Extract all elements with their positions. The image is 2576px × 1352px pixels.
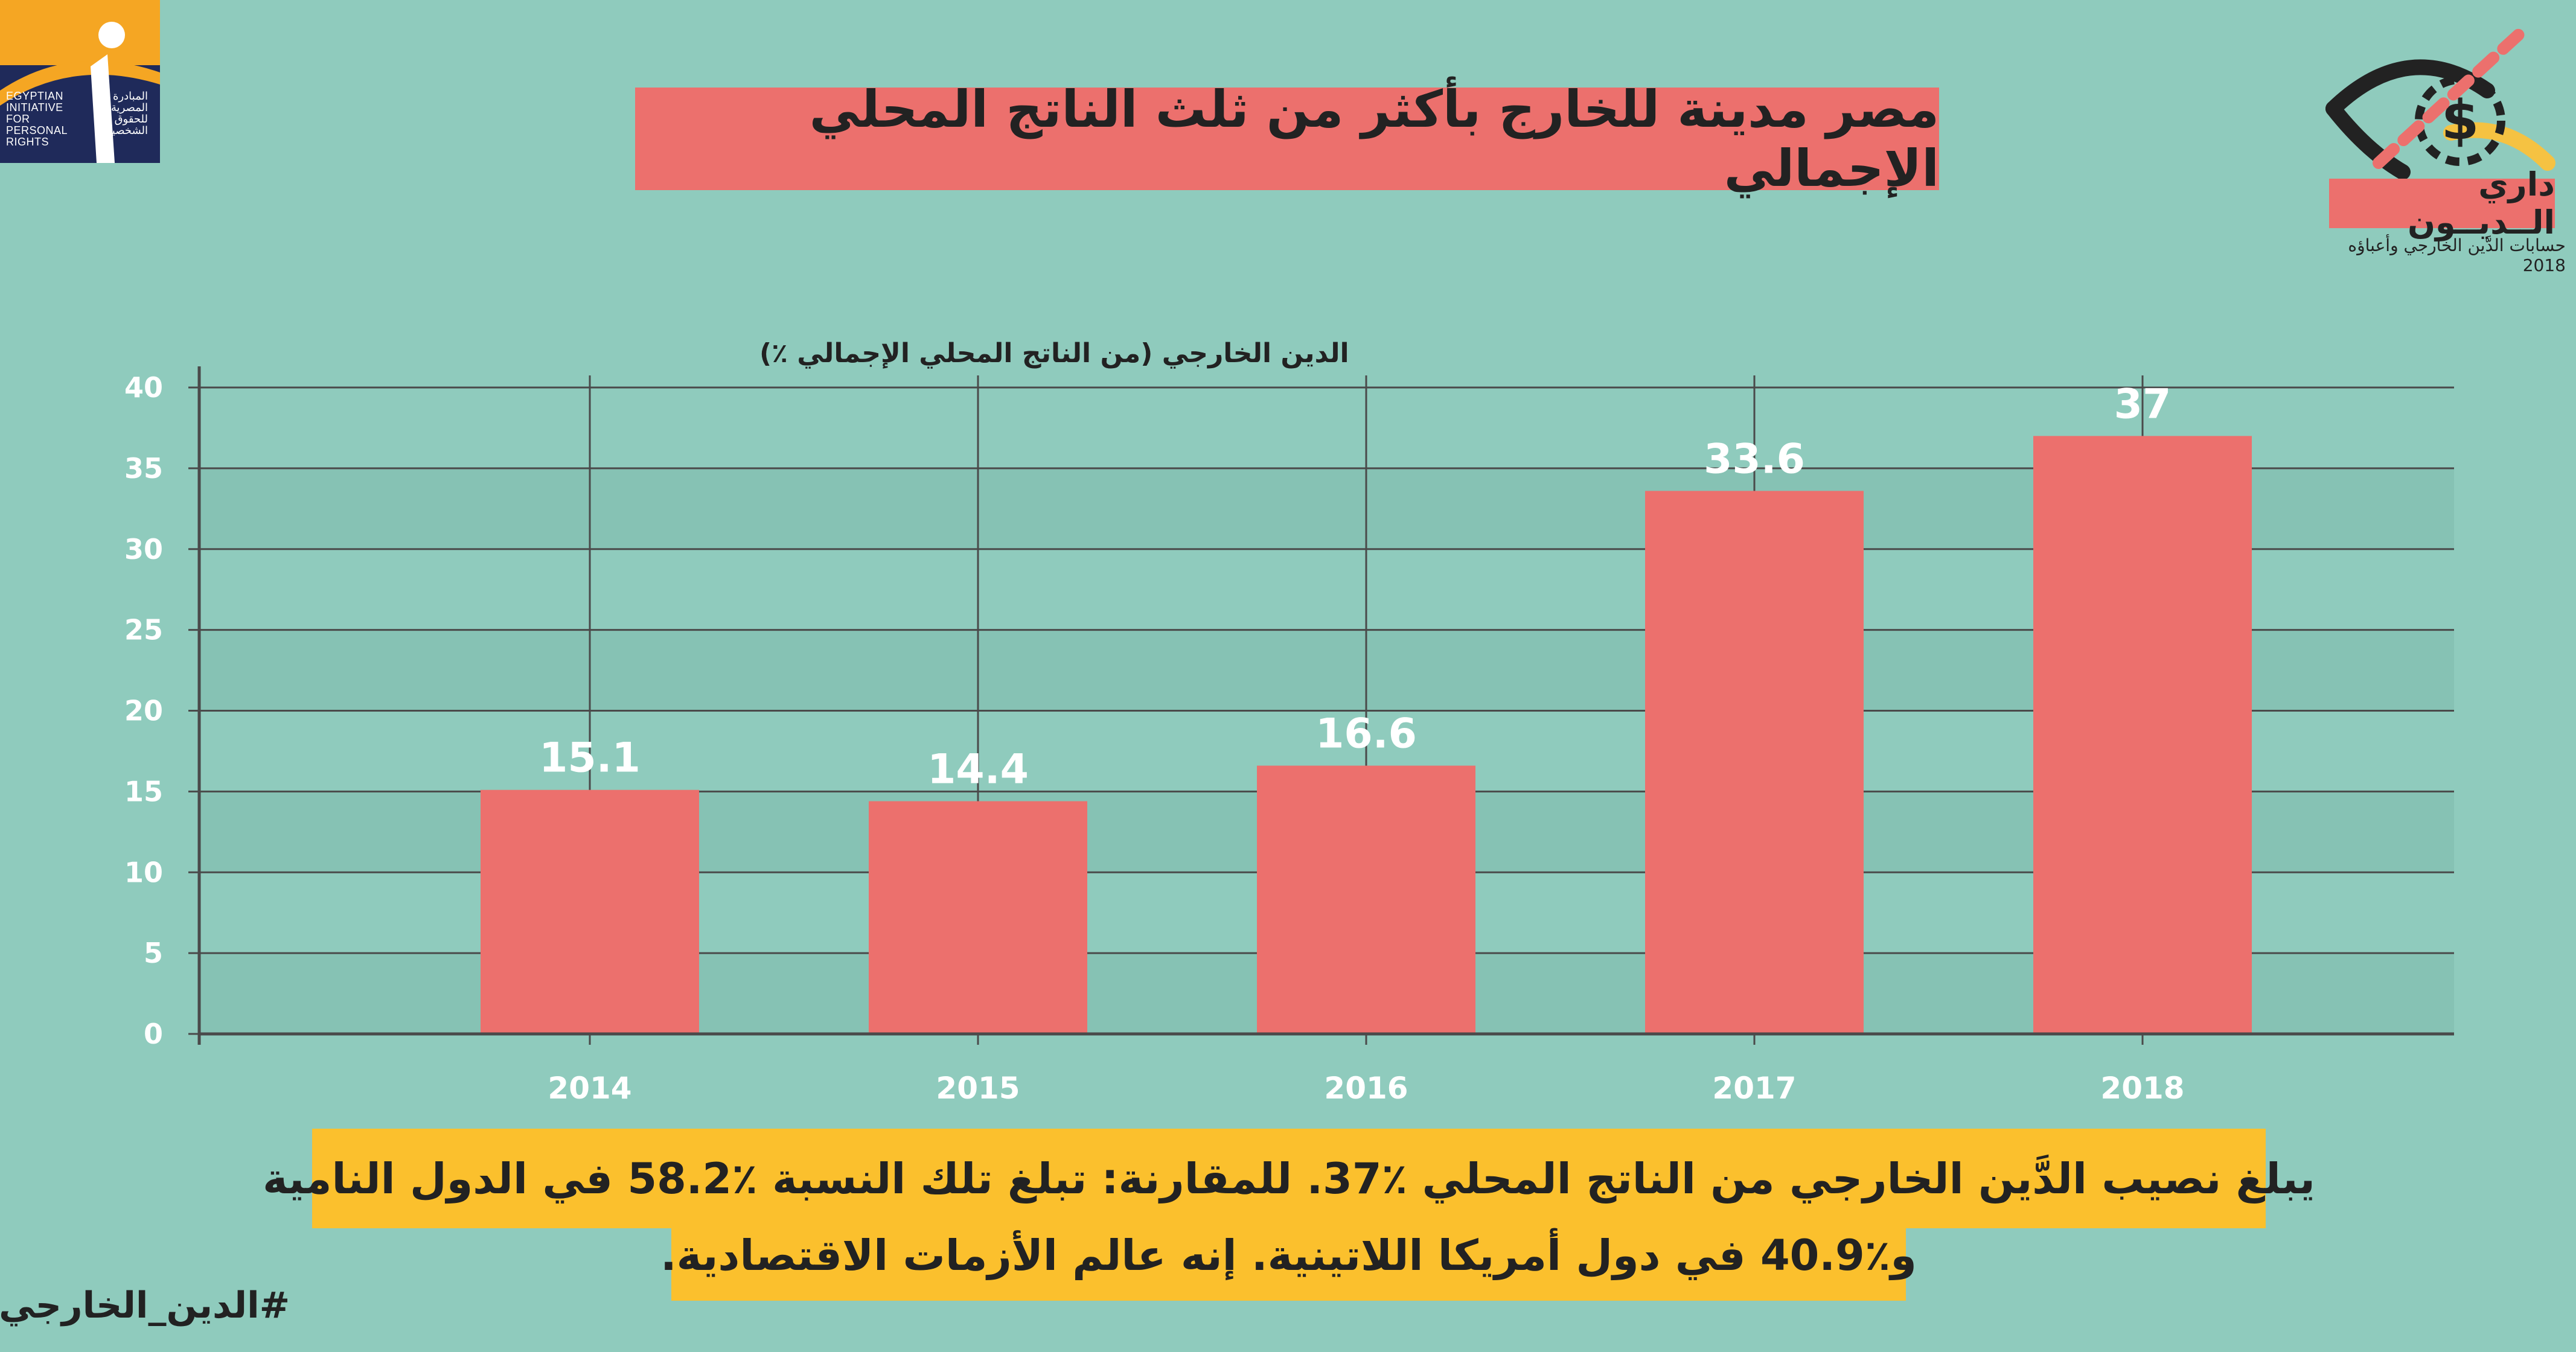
x-tick-label: 2018 <box>2100 1071 2184 1106</box>
y-axis-title: الدين الخارجي (من الناتج المحلي الإجمالي… <box>759 338 1349 369</box>
y-tick-label: 35 <box>124 452 163 485</box>
hashtag: #الدين_الخارجي <box>0 1284 290 1327</box>
x-tick-label: 2015 <box>936 1071 1020 1106</box>
chart-container: 15.1 14.4 16.6 33.6 37 0 5 10 15 20 25 30 35 40 2014… <box>124 338 2454 1106</box>
bar-value-label: 15.1 <box>539 735 641 782</box>
y-tick-label: 40 <box>124 371 163 404</box>
x-tick-label: 2016 <box>1324 1071 1408 1106</box>
bar-value-label: 33.6 <box>1704 435 1805 483</box>
brand-name: داري الــديــون <box>2407 165 2555 241</box>
y-tick-label: 30 <box>124 533 163 566</box>
y-tick-label: 5 <box>144 937 163 969</box>
bar-2015 <box>869 801 1087 1034</box>
y-tick-label: 0 <box>144 1018 163 1050</box>
brand-name-box: داري الــديــون <box>2329 165 2555 241</box>
bar-2017 <box>1645 491 1864 1034</box>
y-tick-label: 10 <box>124 856 163 888</box>
logo-caption-ar: المبادرة المصرية للحقوق الشخصية <box>106 90 148 137</box>
bar-value-label: 16.6 <box>1315 710 1417 758</box>
x-tick-label: 2014 <box>548 1071 631 1106</box>
bar-value-label: 37 <box>2114 380 2172 428</box>
bar-2016 <box>1257 765 1475 1034</box>
bar-value-label: 14.4 <box>927 745 1029 793</box>
eipr-logo: EGYPTIAN INITIATIVE FOR PERSONAL RIGHTS … <box>0 0 160 163</box>
summary-box-line2: و٪40.9 في دول أمريكا اللاتينية. إنه عالم… <box>660 1210 1917 1301</box>
summary-line1: يبلغ نصيب الدَّين الخارجي من الناتج المح… <box>263 1153 2315 1204</box>
logo-caption-en: EGYPTIAN INITIATIVE FOR PERSONAL RIGHTS <box>6 90 68 148</box>
y-tick-label: 20 <box>124 695 163 727</box>
bar-2018 <box>2033 436 2252 1034</box>
brand-subtitle: حسابات الدَّين الخارجي وأعباؤه 2018 <box>2348 235 2566 275</box>
bar-2014 <box>481 789 699 1034</box>
page-title: مصر مدينة للخارج بأكثر من ثلث الناتج الم… <box>809 80 1939 198</box>
bar-chart: 15.1 14.4 16.6 33.6 37 0 5 10 15 20 25 30 35 40 2014… <box>124 338 2454 1106</box>
page-title-box: مصر مدينة للخارج بأكثر من ثلث الناتج الم… <box>635 80 1939 198</box>
y-tick-label: 15 <box>124 775 163 808</box>
eye-dollar-icon: $ <box>2325 24 2555 180</box>
y-tick-label: 25 <box>124 614 163 646</box>
x-tick-label: 2017 <box>1712 1071 1796 1106</box>
eipr-logo-icon <box>0 22 160 163</box>
summary-line2: و٪40.9 في دول أمريكا اللاتينية. إنه عالم… <box>660 1231 1917 1280</box>
